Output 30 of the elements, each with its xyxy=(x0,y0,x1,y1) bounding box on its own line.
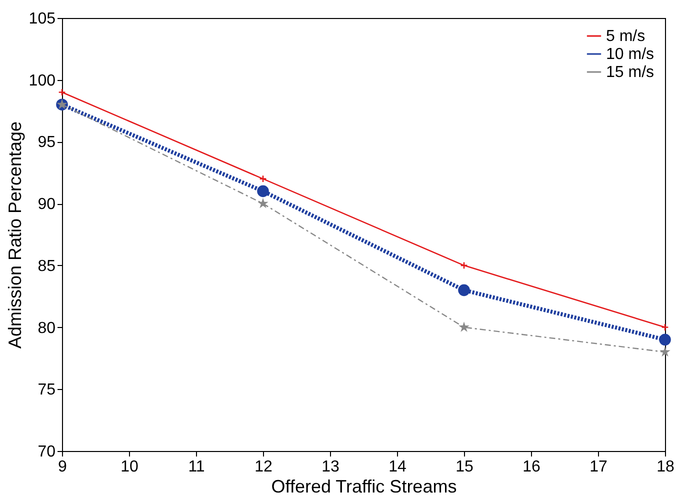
point xyxy=(460,262,468,270)
x-tick-label: 13 xyxy=(322,458,340,476)
x-tick-label: 10 xyxy=(120,458,138,476)
x-tick-label: 12 xyxy=(254,458,272,476)
x-tick-label: 17 xyxy=(590,458,608,476)
y-tick-label: 70 xyxy=(38,444,56,460)
y-tick-label: 80 xyxy=(38,320,56,337)
legend-label: 10 m/s xyxy=(606,46,654,63)
y-tick-label: 100 xyxy=(28,72,56,90)
y-tick-label: 90 xyxy=(38,196,56,214)
x-tick-label: 18 xyxy=(656,458,674,476)
point xyxy=(659,334,671,346)
point xyxy=(259,175,267,183)
x-axis-title: Offered Traffic Streams xyxy=(271,476,457,496)
x-tick-label: 9 xyxy=(58,458,68,476)
x-tick-label: 16 xyxy=(522,458,540,476)
point xyxy=(458,284,470,296)
legend-label: 15 m/s xyxy=(606,64,654,81)
y-axis-title: Admission Ratio Percentage xyxy=(4,121,25,349)
y-tick-label: 85 xyxy=(38,258,56,275)
y-tick-label: 95 xyxy=(38,134,56,152)
point xyxy=(660,348,670,356)
x-tick-label: 14 xyxy=(388,458,406,476)
x-tick-label: 15 xyxy=(456,458,474,476)
point xyxy=(258,199,268,208)
point xyxy=(257,185,269,198)
legend-label: 5 m/s xyxy=(606,28,646,45)
y-tick-label: 105 xyxy=(28,10,56,28)
y-tick-label: 75 xyxy=(38,382,56,399)
x-tick-label: 11 xyxy=(188,458,205,476)
